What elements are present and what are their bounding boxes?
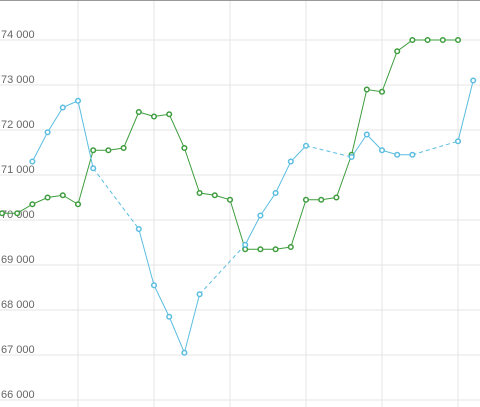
point [90,147,97,154]
point [409,151,416,158]
point [135,225,142,233]
point [318,196,325,203]
point [166,313,173,320]
point [363,86,370,93]
point [150,113,158,120]
point [226,196,234,203]
point [166,111,173,118]
point [74,97,82,104]
y-tick-label: 71 000 [1,164,35,176]
y-tick-label: 73 000 [1,74,35,86]
point [470,77,477,84]
y-tick-label: 66 000 [1,389,35,401]
y-tick-label: 72 000 [1,119,35,131]
point [272,246,279,253]
point [29,158,36,165]
point [378,88,386,95]
point [363,131,370,138]
point [150,282,158,289]
point [302,142,310,149]
point [272,189,279,197]
y-tick-label: 74 000 [1,29,35,41]
point [302,196,310,203]
point [424,36,431,44]
point [59,192,66,199]
point [348,153,355,161]
point [181,144,188,152]
point [378,147,386,154]
point [14,210,21,217]
point [196,291,203,298]
point [211,192,218,199]
point [90,165,97,172]
point [394,151,401,158]
point [0,210,6,217]
point [74,201,82,208]
point [454,138,462,145]
point [135,108,142,116]
point [44,194,51,201]
point [105,147,112,154]
y-tick-label: 67 000 [1,344,35,356]
point [242,241,249,248]
point [29,201,36,208]
point [59,104,66,111]
point [287,158,294,165]
point [333,194,340,201]
point [181,349,188,356]
point [394,48,401,55]
point [120,144,127,152]
gap-connector [92,167,140,230]
point [454,36,462,44]
point [44,129,51,136]
point [257,212,264,219]
y-tick-label: 69 000 [1,254,35,266]
gap-connector [199,244,246,295]
series-line [31,80,474,355]
gap-connector [412,140,459,156]
y-tick-label: 68 000 [1,299,35,311]
gap-connector [305,145,352,158]
point [439,36,446,44]
point [257,246,264,253]
point [409,36,416,44]
point [196,189,203,197]
point [287,243,294,251]
